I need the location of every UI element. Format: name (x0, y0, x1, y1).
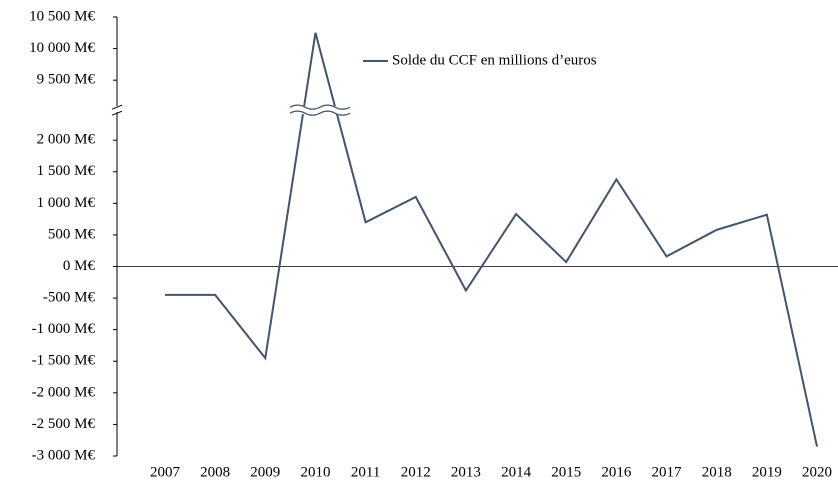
y-tick-label: 2 000 M€ (37, 132, 96, 148)
x-tick-label: 2015 (551, 464, 581, 480)
y-tick-label: -2 000 M€ (32, 384, 96, 400)
x-tick-label: 2012 (401, 464, 431, 480)
x-tick-label: 2008 (200, 464, 230, 480)
x-tick-label: 2010 (300, 464, 330, 480)
y-tick-label: 0 M€ (63, 258, 96, 274)
y-tick-label: -500 M€ (43, 290, 96, 306)
x-tick-label: 2011 (351, 464, 380, 480)
y-tick-label: 10 000 M€ (29, 40, 95, 56)
y-tick-label: -1 000 M€ (32, 321, 96, 337)
y-tick-label: 1 500 M€ (37, 163, 96, 179)
y-tick-label: -3 000 M€ (32, 447, 96, 463)
x-tick-label: 2007 (150, 464, 181, 480)
y-tick-label: -1 500 M€ (32, 353, 96, 369)
y-tick-label: 1 000 M€ (37, 195, 96, 211)
y-tick-label: 500 M€ (48, 226, 96, 242)
break-wave (289, 110, 351, 116)
x-tick-label: 2017 (652, 464, 683, 480)
data-line (165, 32, 818, 447)
axis-break (111, 104, 123, 110)
x-tick-label: 2013 (451, 464, 481, 480)
y-tick-label: -2 500 M€ (32, 416, 96, 432)
break-mask (288, 106, 352, 115)
x-tick-label: 2016 (601, 464, 632, 480)
y-tick-label: 10 500 M€ (29, 8, 95, 24)
x-tick-label: 2019 (752, 464, 782, 480)
break-wave (289, 104, 351, 110)
x-tick-label: 2018 (702, 464, 732, 480)
x-tick-label: 2020 (802, 464, 832, 480)
y-tick-label: 9 500 M€ (37, 72, 96, 88)
axis-break (111, 110, 123, 116)
legend-label: Solde du CCF en millions d’euros (392, 52, 597, 68)
x-tick-label: 2014 (501, 464, 532, 480)
x-tick-label: 2009 (250, 464, 280, 480)
